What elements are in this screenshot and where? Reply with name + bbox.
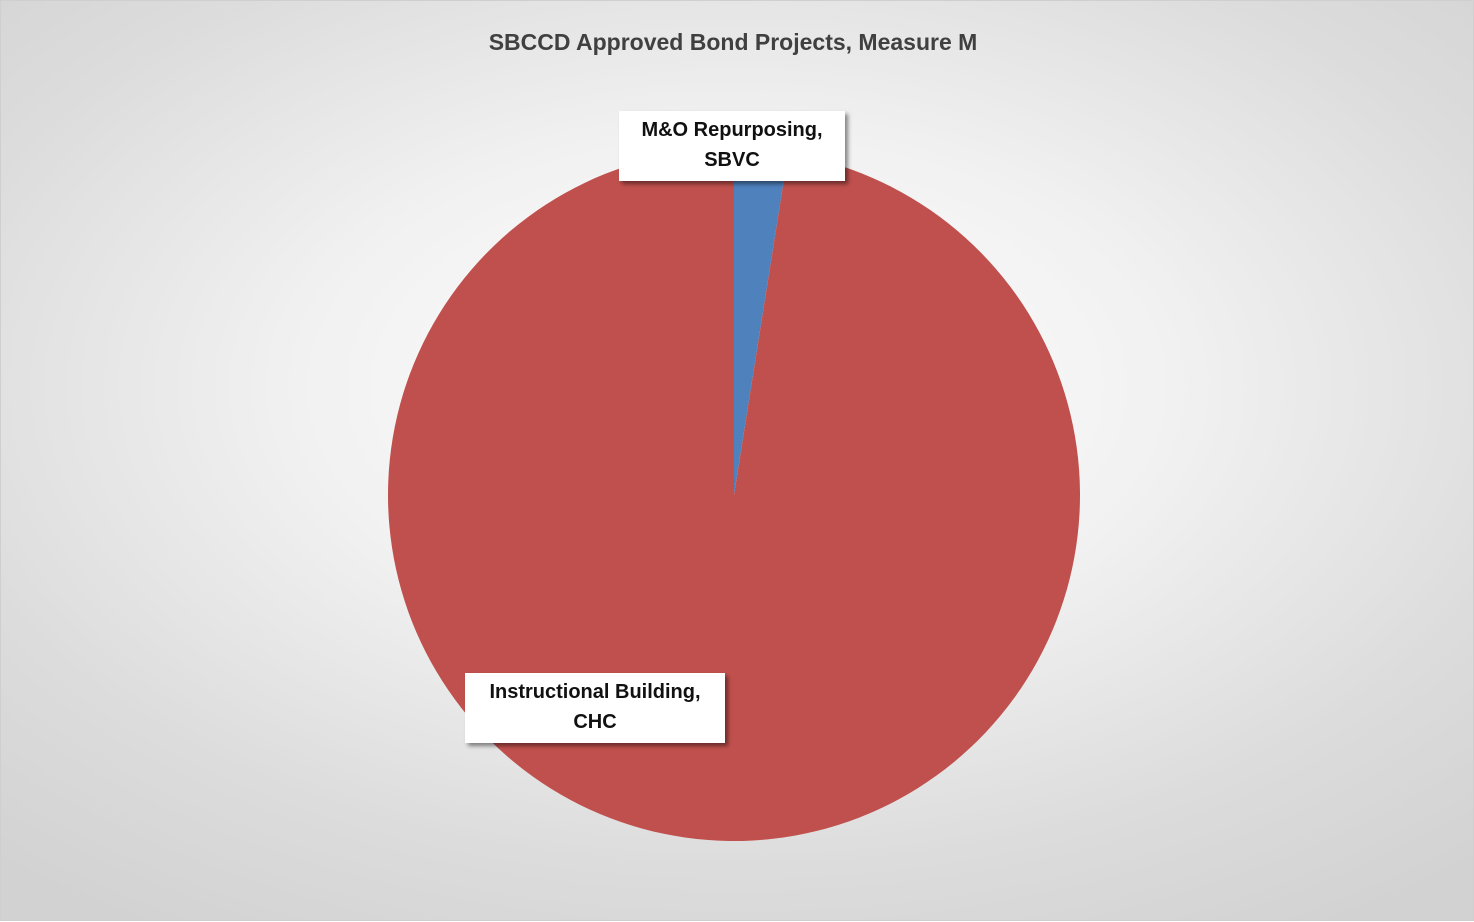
slice-label-line: Instructional Building, xyxy=(489,681,701,703)
chart-title: SBCCD Approved Bond Projects, Measure M xyxy=(488,29,978,55)
slice-label-line: CHC xyxy=(573,711,617,733)
pie-slice-0 xyxy=(734,149,789,495)
slice-label-instructional-building: Instructional Building, CHC xyxy=(465,673,725,743)
slice-label-line: SBVC xyxy=(704,149,760,171)
slice-label-line: M&O Repurposing, xyxy=(641,119,823,141)
slice-label-mo-repurposing: M&O Repurposing, SBVC xyxy=(619,111,845,181)
pie-slice-1 xyxy=(387,149,1080,841)
